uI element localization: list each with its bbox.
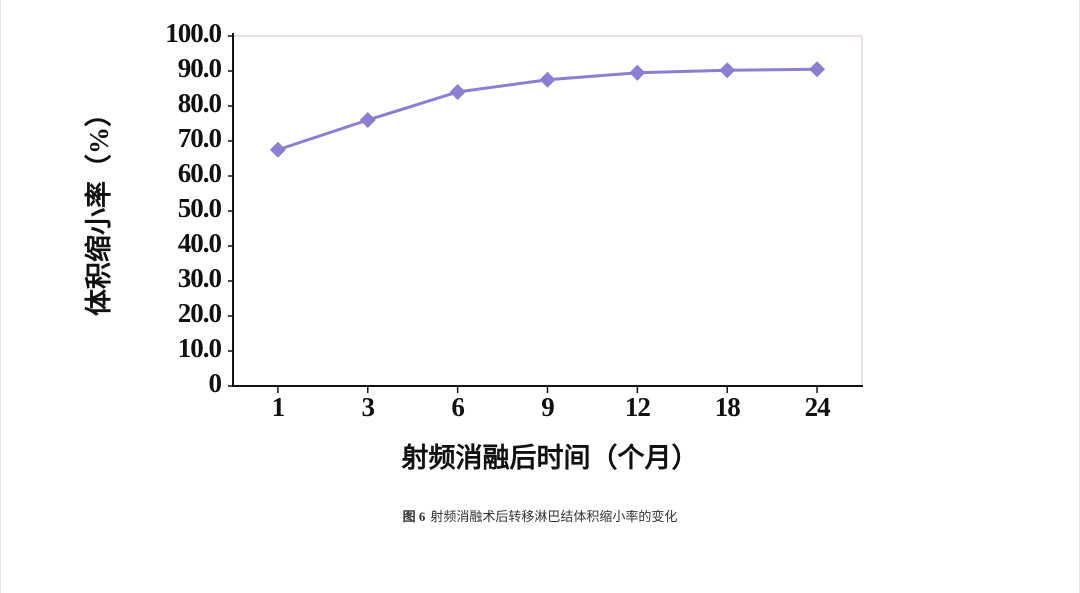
x-tick-label: 24 bbox=[805, 392, 831, 422]
data-marker bbox=[809, 61, 826, 78]
y-tick-label: 30.0 bbox=[178, 263, 222, 293]
y-tick-label: 100.0 bbox=[165, 18, 221, 48]
y-tick-label: 80.0 bbox=[178, 88, 222, 118]
data-marker bbox=[359, 112, 376, 128]
caption-text: 射频消融术后转移淋巴结体积缩小率的变化 bbox=[430, 509, 677, 524]
y-tick-label: 20.0 bbox=[178, 298, 222, 328]
caption: 图 6 射频消融术后转移淋巴结体积缩小率的变化 bbox=[403, 509, 678, 524]
x-tick-label: 1 bbox=[272, 392, 285, 422]
y-axis-title: 体积缩小率（%） bbox=[83, 100, 114, 316]
caption-label: 图 6 bbox=[403, 509, 426, 524]
x-tick-label: 9 bbox=[541, 392, 554, 422]
data-marker bbox=[539, 71, 556, 88]
data-marker bbox=[269, 141, 286, 158]
y-tick-label: 0 bbox=[209, 368, 222, 398]
y-tick-label: 50.0 bbox=[178, 193, 222, 223]
x-tick-label: 12 bbox=[625, 392, 651, 422]
x-tick-label: 18 bbox=[715, 392, 741, 422]
data-marker bbox=[449, 84, 466, 100]
y-tick-label: 40.0 bbox=[178, 228, 222, 258]
x-tick-label: 6 bbox=[451, 392, 464, 422]
y-tick-label: 10.0 bbox=[178, 333, 222, 363]
y-tick-label: 90.0 bbox=[178, 53, 222, 83]
x-tick-label: 3 bbox=[362, 392, 375, 422]
y-tick-label: 60.0 bbox=[178, 158, 222, 188]
y-tick-label: 70.0 bbox=[178, 123, 222, 153]
data-marker bbox=[629, 64, 646, 81]
data-marker bbox=[719, 62, 736, 79]
x-axis-title: 射频消融后时间（个月） bbox=[401, 443, 699, 473]
